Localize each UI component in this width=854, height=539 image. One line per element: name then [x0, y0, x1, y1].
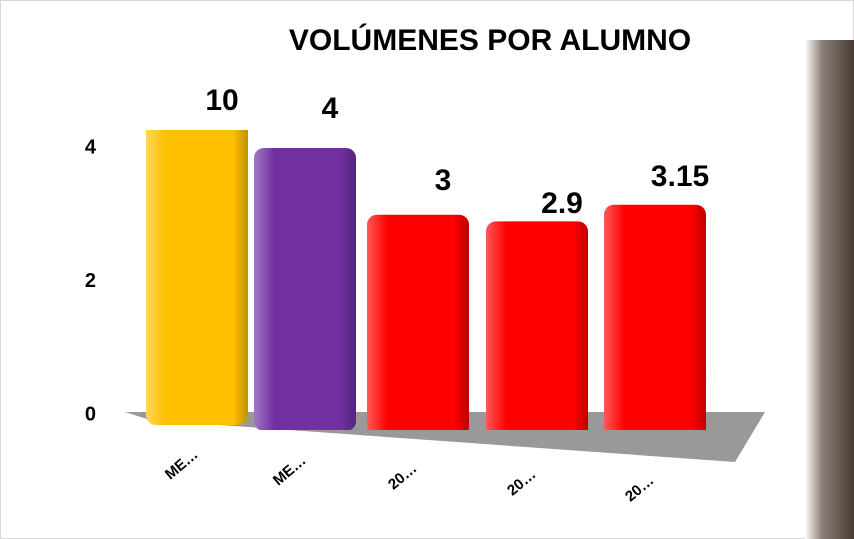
data-label: 10	[205, 84, 238, 117]
bar-shade	[367, 214, 469, 430]
background-photo	[805, 40, 854, 539]
y-tick-label: 4	[85, 136, 97, 158]
data-label: 4	[322, 92, 339, 125]
y-tick-label: 0	[85, 403, 96, 425]
bar-shade	[254, 148, 356, 430]
bar-shade	[604, 204, 706, 430]
data-label: 2.9	[541, 187, 583, 220]
chart-title: VOLÚMENES POR ALUMNO	[289, 23, 691, 57]
bar-shade	[146, 130, 248, 425]
y-tick-label: 2	[85, 270, 96, 292]
plot-area	[146, 130, 706, 430]
bar-shade	[486, 221, 588, 430]
data-label: 3.15	[651, 160, 709, 193]
data-label: 3	[435, 164, 452, 197]
